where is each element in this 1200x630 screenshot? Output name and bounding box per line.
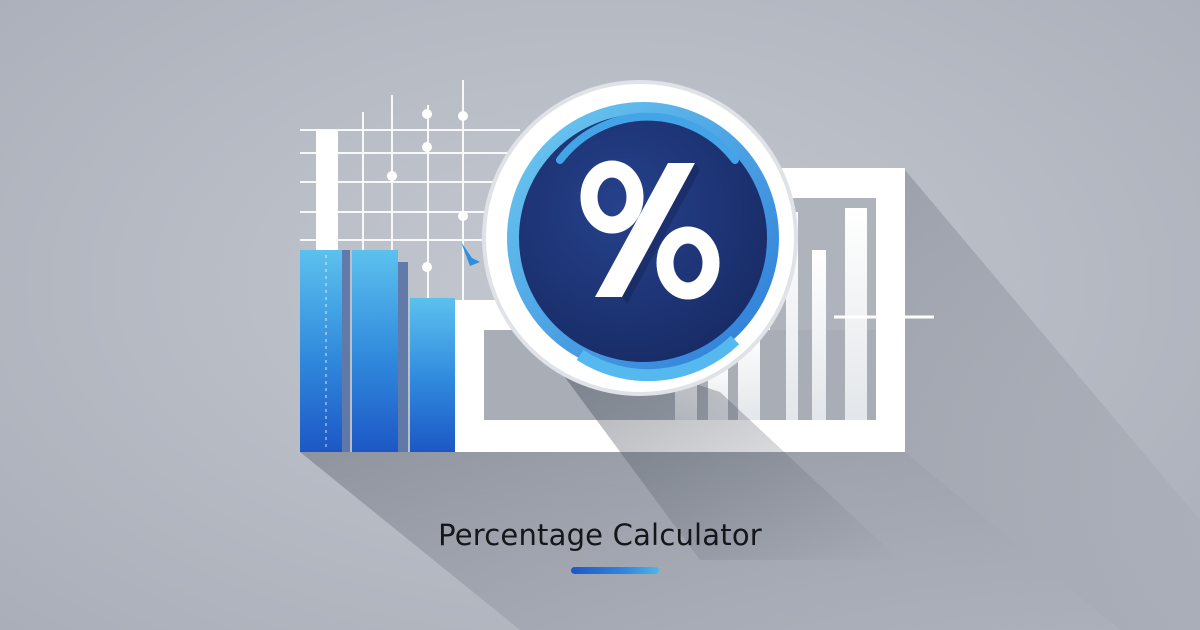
percent-icon (482, 80, 798, 396)
chart-bars-blue (300, 250, 455, 452)
chart-points (387, 109, 468, 272)
drop-shadow (905, 170, 1200, 630)
chart-bar (316, 130, 338, 250)
title-underline (571, 567, 659, 574)
page-title: Percentage Calculator (438, 518, 762, 552)
chart-marker (461, 242, 480, 266)
